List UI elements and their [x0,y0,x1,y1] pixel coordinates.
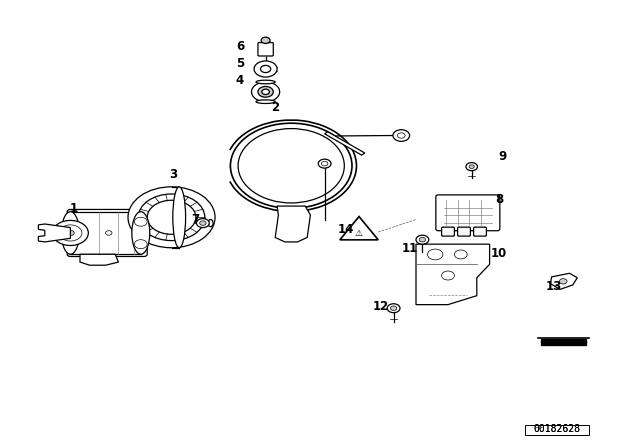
Circle shape [200,221,206,225]
Circle shape [254,61,277,77]
Polygon shape [541,339,586,345]
Circle shape [466,163,477,171]
Text: 7: 7 [191,213,199,226]
Circle shape [318,159,331,168]
Text: 5: 5 [236,57,244,70]
Text: 1: 1 [70,202,77,215]
Text: 2: 2 [271,101,279,114]
Circle shape [147,200,196,234]
FancyBboxPatch shape [67,210,147,256]
FancyBboxPatch shape [436,195,500,231]
Ellipse shape [173,187,186,248]
Circle shape [196,219,209,228]
Circle shape [134,217,147,226]
Text: 14: 14 [337,223,354,236]
Polygon shape [340,216,378,240]
Text: 12: 12 [372,300,389,314]
Text: 3: 3 [169,168,177,181]
Ellipse shape [208,220,213,227]
Circle shape [390,306,397,310]
Circle shape [252,82,280,102]
Circle shape [387,304,400,313]
Circle shape [138,194,205,241]
FancyBboxPatch shape [258,43,273,56]
Circle shape [230,123,352,208]
Circle shape [262,89,269,95]
FancyBboxPatch shape [474,227,486,236]
Circle shape [321,161,328,166]
Ellipse shape [132,212,150,254]
Text: 10: 10 [491,246,508,260]
Text: 6: 6 [236,40,244,53]
FancyBboxPatch shape [458,227,470,236]
Circle shape [52,220,88,246]
Text: 9: 9 [499,150,506,164]
Polygon shape [38,224,70,242]
Text: 13: 13 [545,280,562,293]
Text: ⚠: ⚠ [355,229,363,238]
Circle shape [393,130,410,142]
Circle shape [416,235,429,244]
Circle shape [261,37,270,43]
Circle shape [67,230,74,236]
Polygon shape [416,244,490,305]
Ellipse shape [256,80,275,84]
Circle shape [419,237,426,242]
Text: 11: 11 [401,242,418,255]
Circle shape [106,231,112,235]
Polygon shape [550,273,577,289]
Text: 00182628: 00182628 [533,424,580,434]
Circle shape [442,271,454,280]
Circle shape [397,133,405,138]
Circle shape [559,279,567,284]
Circle shape [59,225,82,241]
Ellipse shape [256,100,275,103]
Polygon shape [275,206,310,242]
Ellipse shape [61,212,79,254]
FancyBboxPatch shape [442,227,454,236]
Circle shape [128,187,215,248]
Circle shape [454,250,467,259]
FancyBboxPatch shape [525,425,589,435]
Polygon shape [80,254,118,265]
Circle shape [428,249,443,260]
Circle shape [134,240,147,249]
Text: 8: 8 [495,193,503,206]
Text: 00182628: 00182628 [533,424,580,434]
Circle shape [260,65,271,73]
Circle shape [238,129,344,203]
Text: 4: 4 [236,74,244,87]
Circle shape [469,165,474,168]
Circle shape [258,86,273,97]
Polygon shape [324,132,365,155]
